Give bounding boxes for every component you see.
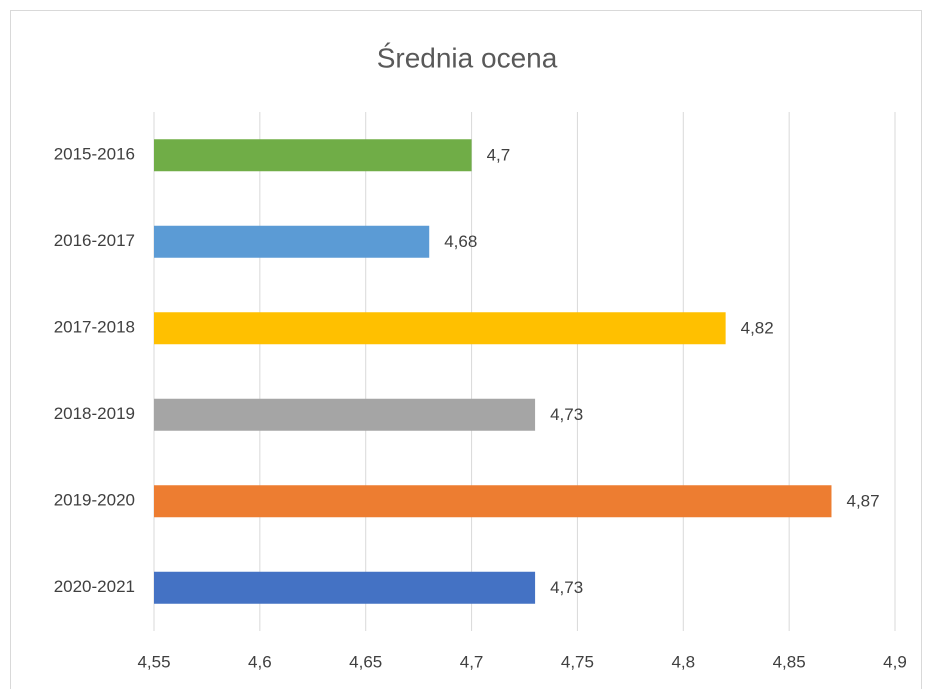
value-label: 4,73 (550, 405, 583, 424)
bar (154, 225, 430, 258)
x-tick-label: 4,9 (883, 652, 907, 671)
y-tick-label: 2017-2018 (54, 318, 135, 337)
x-tick-label: 4,85 (773, 652, 806, 671)
x-tick-label: 4,55 (137, 652, 170, 671)
x-tick-label: 4,75 (561, 652, 594, 671)
y-tick-label: 2019-2020 (54, 491, 135, 510)
x-tick-label: 4,7 (460, 652, 484, 671)
value-label: 4,73 (550, 578, 583, 597)
bar (154, 312, 726, 345)
y-tick-label: 2015-2016 (54, 145, 135, 164)
value-label: 4,82 (741, 319, 774, 338)
chart-title: Średnia ocena (377, 41, 558, 73)
bar (154, 139, 472, 172)
y-tick-label: 2020-2021 (54, 577, 135, 596)
value-label: 4,7 (487, 146, 511, 165)
x-tick-label: 4,65 (349, 652, 382, 671)
y-tick-label: 2018-2019 (54, 404, 135, 423)
bar (154, 485, 832, 518)
x-tick-label: 4,6 (248, 652, 272, 671)
value-label: 4,68 (444, 232, 477, 251)
y-tick-label: 2016-2017 (54, 231, 135, 250)
x-tick-label: 4,8 (671, 652, 695, 671)
bar (154, 398, 536, 431)
bar (154, 571, 536, 604)
value-label: 4,87 (846, 492, 879, 511)
